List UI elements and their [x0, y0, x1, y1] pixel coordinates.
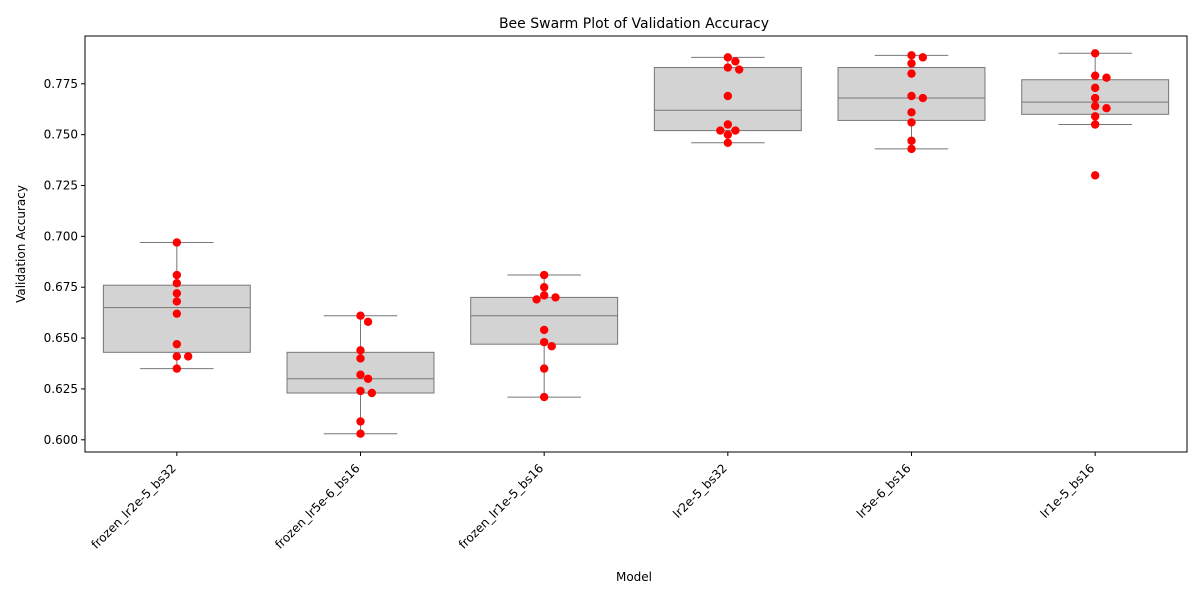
data-point	[907, 51, 916, 60]
data-point	[907, 69, 916, 78]
data-point	[547, 342, 556, 351]
data-point	[723, 53, 733, 62]
data-point	[907, 136, 916, 145]
data-point	[367, 388, 377, 398]
data-point	[1090, 83, 1100, 93]
y-tick-label: 0.700	[44, 229, 78, 243]
data-point	[1090, 112, 1100, 121]
data-point	[1090, 120, 1100, 129]
x-tick-label: lr5e-6_bs16	[854, 461, 914, 521]
data-point	[172, 297, 182, 306]
points-frozen_lr1e-5_bs16	[532, 270, 560, 402]
data-point	[539, 270, 549, 280]
data-point	[723, 120, 733, 129]
data-point	[532, 295, 541, 304]
data-point	[356, 370, 365, 379]
plot-frame	[84, 35, 1188, 453]
data-point	[356, 417, 365, 426]
data-point	[907, 144, 916, 154]
data-point	[731, 57, 740, 66]
data-point	[1090, 171, 1100, 180]
data-point	[907, 118, 916, 127]
x-axis-label: Model	[616, 570, 652, 584]
box-lr5e-6_bs16	[837, 54, 986, 150]
data-point	[363, 317, 373, 327]
data-point	[1102, 73, 1111, 82]
data-point	[723, 63, 733, 72]
data-point	[356, 386, 365, 396]
y-tick-label: 0.675	[44, 280, 78, 294]
points-frozen_lr5e-6_bs16	[356, 311, 377, 438]
data-point	[183, 352, 193, 361]
data-point	[363, 374, 373, 383]
x-tick-label: lr1e-5_bs16	[1038, 461, 1098, 521]
x-tick-label: frozen_lr2e-5_bs32	[89, 461, 179, 551]
y-axis-label: Validation Accuracy	[14, 185, 28, 303]
data-point	[172, 352, 182, 361]
data-point	[734, 65, 744, 74]
data-point	[723, 138, 733, 147]
data-point	[907, 59, 916, 68]
y-tick-label: 0.625	[44, 382, 78, 396]
data-point	[1090, 93, 1100, 103]
data-point	[172, 238, 182, 247]
y-tick-label: 0.750	[44, 128, 78, 142]
y-tick-label: 0.725	[44, 179, 78, 193]
data-point	[539, 364, 549, 373]
data-point	[1102, 104, 1111, 113]
data-point	[356, 429, 365, 438]
iqr-box	[470, 296, 619, 345]
points-lr2e-5_bs32	[716, 53, 744, 147]
data-point	[539, 325, 549, 335]
data-point	[907, 108, 916, 117]
x-tick-label: frozen_lr1e-5_bs16	[456, 461, 546, 551]
data-point	[172, 278, 182, 288]
data-point	[918, 93, 928, 103]
box-frozen_lr1e-5_bs16	[470, 274, 619, 398]
data-point	[539, 337, 549, 347]
data-point	[723, 130, 733, 139]
data-point	[918, 53, 928, 62]
data-point	[172, 270, 182, 280]
chart-title: Bee Swarm Plot of Validation Accuracy	[499, 16, 769, 32]
data-point	[356, 311, 365, 320]
x-tick-label: lr2e-5_bs32	[670, 461, 730, 521]
data-point	[907, 91, 916, 101]
data-point	[716, 126, 725, 135]
y-tick-label: 0.775	[44, 77, 78, 91]
data-point	[1090, 71, 1100, 80]
data-point	[172, 339, 182, 349]
data-point	[1090, 49, 1100, 58]
data-point	[731, 126, 740, 135]
data-point	[172, 364, 182, 373]
data-point	[539, 283, 549, 292]
points-frozen_lr2e-5_bs32	[172, 238, 193, 373]
data-point	[1090, 101, 1100, 111]
data-point	[723, 91, 733, 101]
y-tick-label: 0.600	[44, 433, 78, 447]
plot-area	[102, 49, 1170, 438]
data-point	[551, 293, 560, 302]
y-tick-label: 0.650	[44, 331, 78, 345]
points-lr5e-6_bs16	[907, 51, 928, 154]
data-point	[539, 291, 549, 300]
data-point	[356, 354, 365, 363]
data-point	[356, 346, 365, 355]
y-axis: 0.600 0.625 0.650 0.675 0.700 0.725 0.750 0.775	[44, 77, 85, 447]
data-point	[172, 309, 182, 318]
data-point	[172, 289, 182, 298]
x-tick-label: frozen_lr5e-6_bs16	[272, 461, 362, 551]
x-axis: frozen_lr2e-5_bs32 frozen_lr5e-6_bs16 froz…	[89, 452, 1098, 552]
data-point	[539, 392, 549, 402]
points-lr1e-5_bs16	[1090, 49, 1111, 180]
